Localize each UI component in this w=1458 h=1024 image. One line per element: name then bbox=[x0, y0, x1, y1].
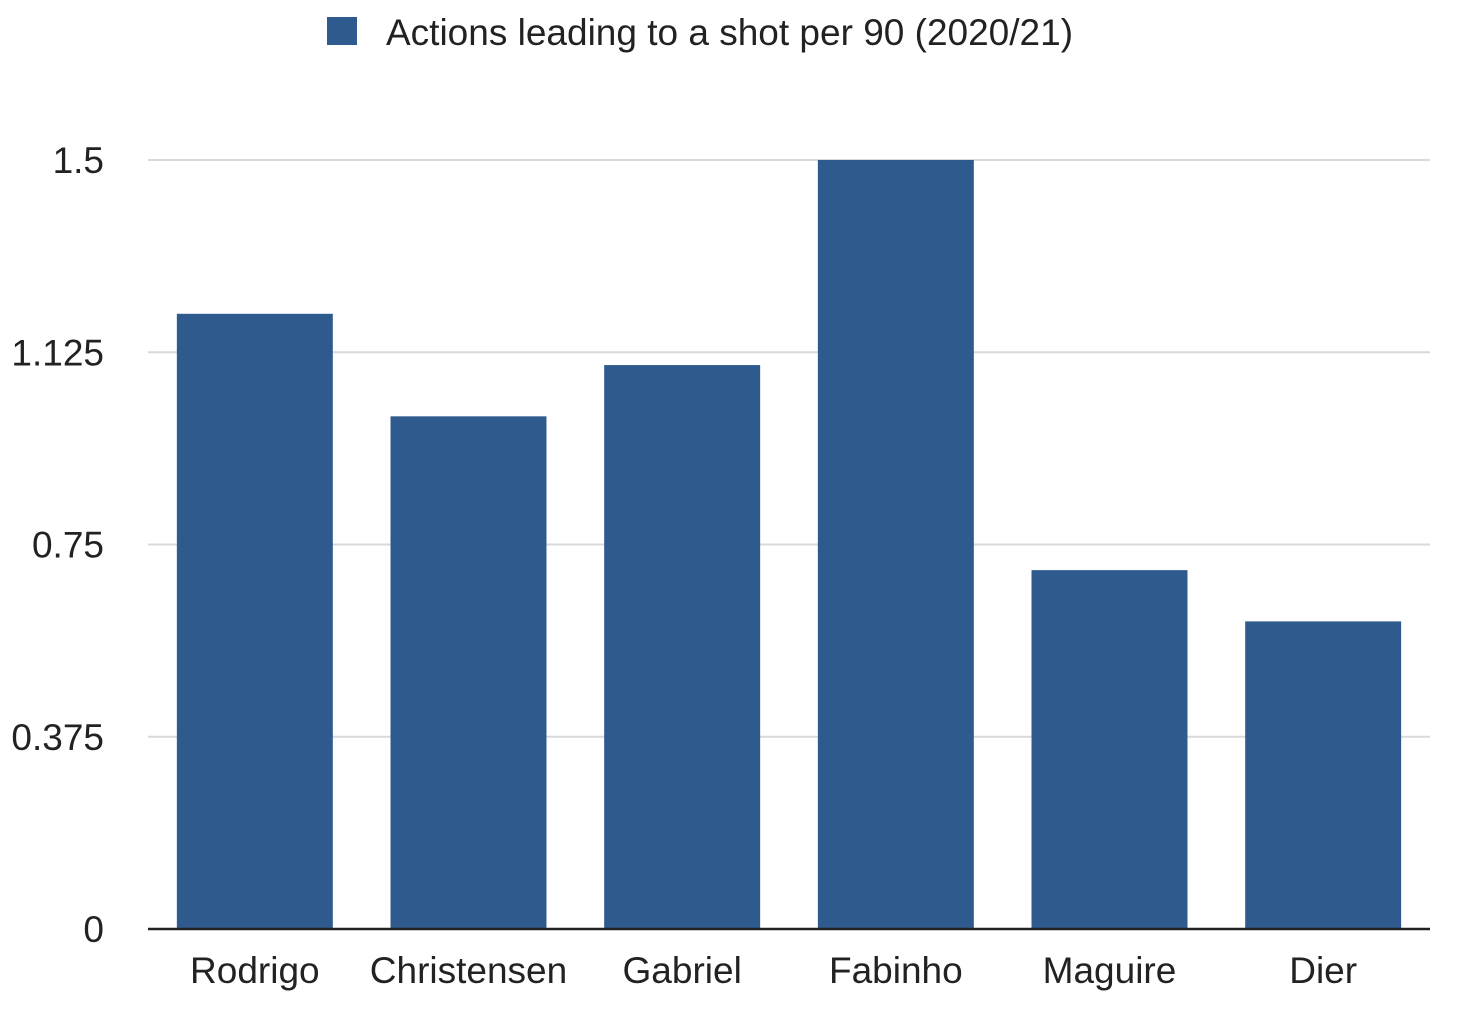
y-tick-label: 0.375 bbox=[11, 717, 104, 758]
bar-gabriel bbox=[604, 365, 761, 930]
y-tick-label: 1.5 bbox=[53, 140, 104, 181]
y-tick-label: 0.75 bbox=[32, 525, 104, 566]
bar-christensen bbox=[390, 416, 547, 929]
gridlines bbox=[148, 159, 1430, 738]
x-tick-label: Gabriel bbox=[623, 950, 742, 991]
legend-swatch bbox=[327, 17, 357, 45]
bar-rodrigo bbox=[176, 313, 333, 929]
legend-label: Actions leading to a shot per 90 (2020/2… bbox=[386, 12, 1073, 53]
bars bbox=[176, 160, 1402, 930]
x-tick-label: Rodrigo bbox=[190, 950, 320, 991]
y-tick-label: 1.125 bbox=[11, 332, 104, 373]
y-tick-label: 0 bbox=[83, 909, 104, 950]
x-tick-label: Christensen bbox=[370, 950, 567, 991]
legend: Actions leading to a shot per 90 (2020/2… bbox=[327, 12, 1073, 53]
x-tick-label: Dier bbox=[1289, 950, 1357, 991]
bar-dier bbox=[1245, 621, 1402, 929]
y-axis-tick-labels: 0 0.375 0.75 1.125 1.5 bbox=[11, 140, 104, 950]
x-axis-category-labels: Rodrigo Christensen Gabriel Fabinho Maguire D… bbox=[190, 950, 1357, 991]
bar-fabinho bbox=[817, 160, 974, 929]
bar-maguire bbox=[1031, 570, 1188, 929]
x-tick-label: Fabinho bbox=[829, 950, 963, 991]
x-tick-label: Maguire bbox=[1043, 950, 1177, 991]
